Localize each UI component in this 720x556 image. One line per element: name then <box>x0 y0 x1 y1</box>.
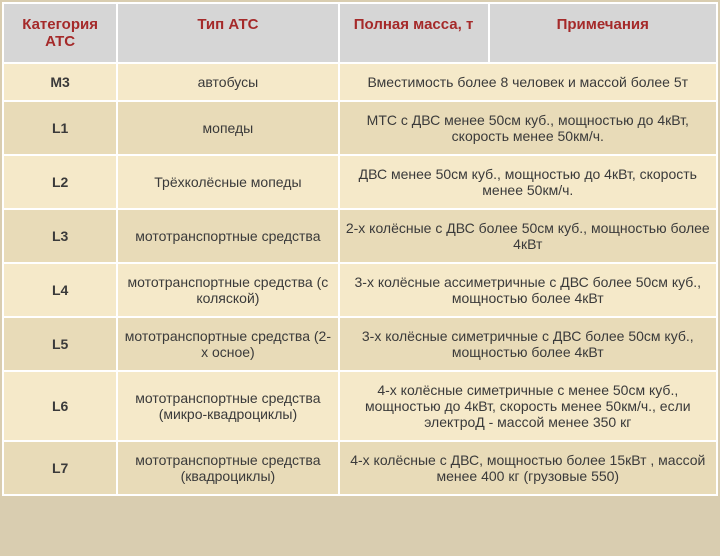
table-row: L3 мототранспортные средства 2-х колёсны… <box>3 209 717 263</box>
cell-notes: ДВС менее 50см куб., мощностью до 4кВт, … <box>339 155 717 209</box>
header-type: Тип АТС <box>117 3 338 63</box>
bottom-margin <box>2 496 718 556</box>
cell-notes: 3-х колёсные ассиметричные с ДВС более 5… <box>339 263 717 317</box>
cell-type: Трёхколёсные мопеды <box>117 155 338 209</box>
table-row: L4 мототранспортные средства (с коляской… <box>3 263 717 317</box>
cell-category: L6 <box>3 371 117 441</box>
cell-type: мототранспортные средства (с коляской) <box>117 263 338 317</box>
header-mass: Полная масса, т <box>339 3 489 63</box>
cell-notes: Вместимость более 8 человек и массой бол… <box>339 63 717 101</box>
cell-category: L7 <box>3 441 117 495</box>
cell-type: мототранспортные средства (2-х осное) <box>117 317 338 371</box>
table-row: М3 автобусы Вместимость более 8 человек … <box>3 63 717 101</box>
cell-notes: 2-х колёсные с ДВС более 50см куб., мощн… <box>339 209 717 263</box>
cell-category: L4 <box>3 263 117 317</box>
table-row: L6 мототранспортные средства (микро-квад… <box>3 371 717 441</box>
cell-type: мопеды <box>117 101 338 155</box>
cell-type: автобусы <box>117 63 338 101</box>
cell-type: мототранспортные средства (микро-квадроц… <box>117 371 338 441</box>
cell-notes: 4-х колёсные с ДВС, мощностью более 15кВ… <box>339 441 717 495</box>
cell-notes: МТС с ДВС менее 50см куб., мощностью до … <box>339 101 717 155</box>
table-row: L2 Трёхколёсные мопеды ДВС менее 50см ку… <box>3 155 717 209</box>
cell-type: мототранспортные средства (квадроциклы) <box>117 441 338 495</box>
cell-category: L1 <box>3 101 117 155</box>
cell-notes: 4-х колёсные симетричные с менее 50см ку… <box>339 371 717 441</box>
table-row: L7 мототранспортные средства (квадроцикл… <box>3 441 717 495</box>
cell-category: М3 <box>3 63 117 101</box>
table-header-row: Категория АТС Тип АТС Полная масса, т Пр… <box>3 3 717 63</box>
cell-category: L3 <box>3 209 117 263</box>
ats-classification-table: Категория АТС Тип АТС Полная масса, т Пр… <box>2 2 718 496</box>
table-row: L1 мопеды МТС с ДВС менее 50см куб., мощ… <box>3 101 717 155</box>
header-category: Категория АТС <box>3 3 117 63</box>
cell-category: L2 <box>3 155 117 209</box>
table-row: L5 мототранспортные средства (2-х осное)… <box>3 317 717 371</box>
cell-category: L5 <box>3 317 117 371</box>
cell-type: мототранспортные средства <box>117 209 338 263</box>
cell-notes: 3-х колёсные симетричные с ДВС более 50с… <box>339 317 717 371</box>
header-notes: Примечания <box>489 3 718 63</box>
